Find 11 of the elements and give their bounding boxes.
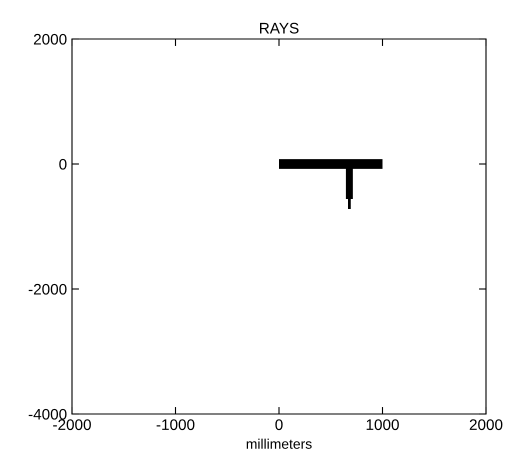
y-tick-label: -2000 <box>28 284 67 295</box>
y-tick-label: -4000 <box>28 408 67 420</box>
x-tick-label: 2000 <box>470 419 502 430</box>
x-axis-title: millimeters <box>246 438 312 449</box>
y-tick-label: 2000 <box>34 34 67 45</box>
chart-title: RAYS <box>260 22 299 34</box>
y-tick-label: 0 <box>59 158 67 170</box>
x-tick-label: 1000 <box>366 419 399 430</box>
x-tick-label: -2000 <box>53 419 91 430</box>
x-tick-label: 0 <box>275 419 283 430</box>
x-tick-label: -1000 <box>156 419 194 430</box>
